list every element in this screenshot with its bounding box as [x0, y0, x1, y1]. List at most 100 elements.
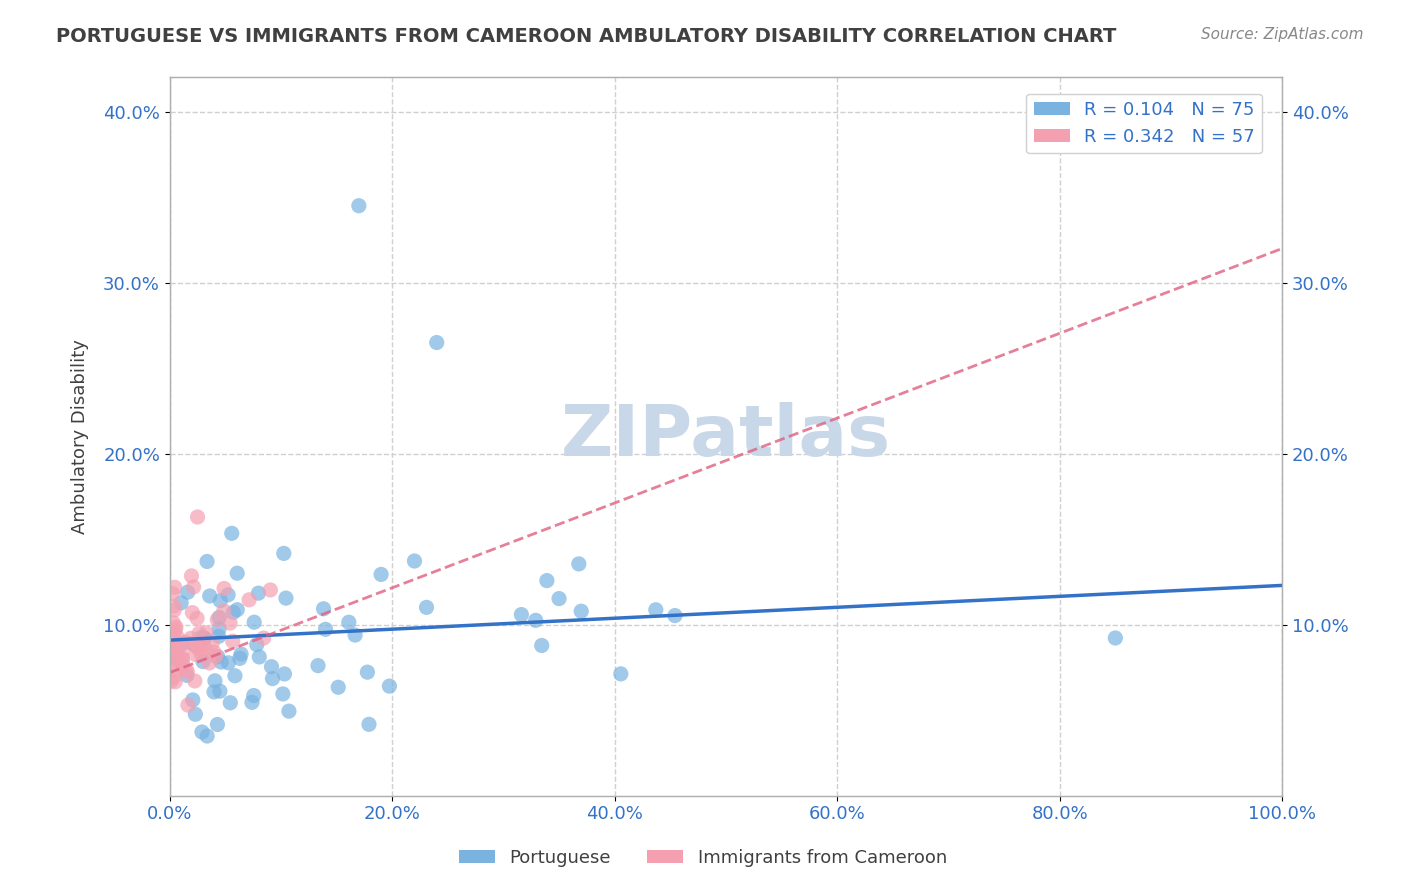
- Point: [170, 596, 193, 610]
- Point: [195, 729, 218, 743]
- Point: [172, 651, 194, 665]
- Point: [217, 656, 239, 670]
- Point: [188, 626, 211, 640]
- Point: [426, 335, 449, 350]
- Point: [253, 631, 276, 645]
- Point: [172, 658, 194, 673]
- Point: [274, 591, 297, 606]
- Point: [181, 693, 204, 707]
- Point: [176, 668, 198, 682]
- Point: [165, 644, 187, 658]
- Point: [337, 615, 360, 630]
- Point: [167, 636, 190, 650]
- Point: [240, 695, 263, 709]
- Point: [160, 657, 183, 672]
- Point: [181, 606, 204, 620]
- Point: [195, 626, 218, 640]
- Point: [273, 667, 295, 681]
- Point: [238, 592, 260, 607]
- Point: [247, 586, 270, 600]
- Point: [229, 651, 252, 665]
- Point: [357, 717, 380, 731]
- Point: [170, 648, 193, 663]
- Point: [190, 631, 212, 645]
- Point: [226, 603, 249, 617]
- Point: [208, 610, 231, 624]
- Point: [260, 659, 283, 673]
- Point: [569, 604, 592, 618]
- Point: [202, 645, 225, 659]
- Legend: Portuguese, Immigrants from Cameroon: Portuguese, Immigrants from Cameroon: [451, 842, 955, 874]
- Point: [259, 582, 281, 597]
- Point: [370, 567, 392, 582]
- Point: [165, 623, 187, 637]
- Point: [184, 707, 207, 722]
- Y-axis label: Ambulatory Disability: Ambulatory Disability: [72, 339, 89, 534]
- Point: [221, 526, 243, 541]
- Point: [207, 717, 229, 731]
- Point: [191, 638, 214, 652]
- Point: [163, 580, 186, 594]
- Point: [176, 585, 198, 599]
- Point: [312, 601, 335, 615]
- Point: [271, 687, 294, 701]
- Point: [194, 641, 217, 656]
- Point: [536, 574, 558, 588]
- Point: [212, 604, 235, 618]
- Point: [172, 653, 194, 667]
- Point: [162, 586, 184, 600]
- Point: [226, 566, 249, 581]
- Point: [184, 638, 207, 652]
- Point: [195, 554, 218, 568]
- Point: [169, 638, 191, 652]
- Point: [184, 673, 207, 688]
- Point: [242, 689, 264, 703]
- Point: [204, 673, 226, 688]
- Point: [165, 645, 187, 659]
- Point: [174, 635, 197, 649]
- Point: [193, 632, 215, 646]
- Point: [208, 629, 231, 643]
- Text: Source: ZipAtlas.com: Source: ZipAtlas.com: [1201, 27, 1364, 42]
- Point: [167, 654, 190, 668]
- Point: [174, 663, 197, 677]
- Point: [328, 680, 350, 694]
- Point: [229, 647, 252, 661]
- Point: [356, 665, 378, 680]
- Point: [1104, 631, 1126, 645]
- Point: [224, 669, 246, 683]
- Point: [273, 546, 295, 560]
- Point: [315, 623, 337, 637]
- Point: [162, 615, 184, 630]
- Point: [207, 649, 229, 664]
- Point: [186, 611, 208, 625]
- Point: [191, 725, 214, 739]
- Point: [198, 589, 221, 603]
- Point: [262, 672, 284, 686]
- Point: [163, 599, 186, 613]
- Point: [166, 631, 188, 645]
- Point: [176, 665, 198, 679]
- Point: [183, 580, 205, 594]
- Point: [163, 640, 186, 654]
- Point: [644, 603, 666, 617]
- Point: [347, 199, 370, 213]
- Point: [163, 663, 186, 677]
- Point: [165, 638, 187, 652]
- Point: [208, 684, 231, 698]
- Point: [180, 569, 202, 583]
- Legend: R = 0.104   N = 75, R = 0.342   N = 57: R = 0.104 N = 75, R = 0.342 N = 57: [1026, 94, 1263, 153]
- Point: [186, 638, 208, 652]
- Point: [404, 554, 426, 568]
- Point: [664, 608, 686, 623]
- Point: [524, 613, 547, 627]
- Point: [163, 670, 186, 684]
- Point: [209, 655, 232, 669]
- Point: [187, 641, 209, 656]
- Point: [246, 638, 269, 652]
- Point: [204, 649, 226, 664]
- Point: [217, 588, 239, 602]
- Point: [181, 637, 204, 651]
- Point: [181, 638, 204, 652]
- Point: [219, 696, 242, 710]
